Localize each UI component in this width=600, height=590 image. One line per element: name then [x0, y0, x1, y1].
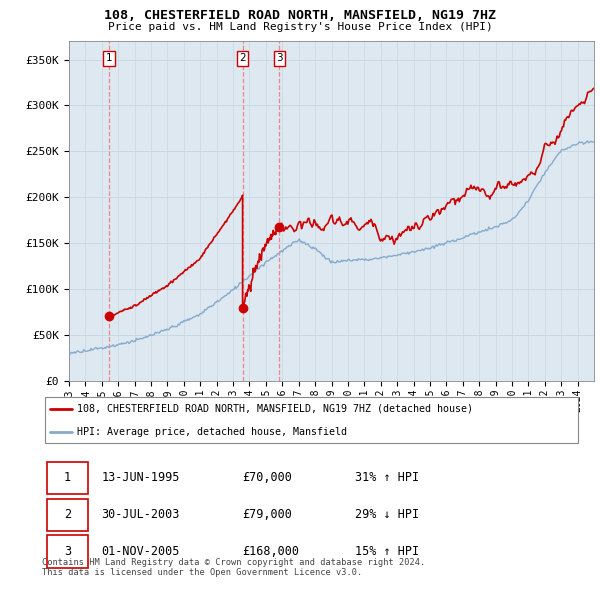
FancyBboxPatch shape [47, 499, 88, 531]
Text: 3: 3 [276, 53, 283, 63]
Text: 13-JUN-1995: 13-JUN-1995 [101, 471, 180, 484]
Text: 31% ↑ HPI: 31% ↑ HPI [355, 471, 419, 484]
Text: 3: 3 [64, 545, 71, 558]
Text: Price paid vs. HM Land Registry's House Price Index (HPI): Price paid vs. HM Land Registry's House … [107, 22, 493, 32]
Text: 2: 2 [64, 508, 71, 522]
Text: 108, CHESTERFIELD ROAD NORTH, MANSFIELD, NG19 7HZ (detached house): 108, CHESTERFIELD ROAD NORTH, MANSFIELD,… [77, 404, 473, 414]
FancyBboxPatch shape [47, 536, 88, 568]
Text: 108, CHESTERFIELD ROAD NORTH, MANSFIELD, NG19 7HZ: 108, CHESTERFIELD ROAD NORTH, MANSFIELD,… [104, 9, 496, 22]
FancyBboxPatch shape [47, 462, 88, 494]
Text: 01-NOV-2005: 01-NOV-2005 [101, 545, 180, 558]
Text: HPI: Average price, detached house, Mansfield: HPI: Average price, detached house, Mans… [77, 427, 347, 437]
Text: 15% ↑ HPI: 15% ↑ HPI [355, 545, 419, 558]
Text: 29% ↓ HPI: 29% ↓ HPI [355, 508, 419, 522]
Text: 1: 1 [106, 53, 113, 63]
Text: 30-JUL-2003: 30-JUL-2003 [101, 508, 180, 522]
Text: 1: 1 [64, 471, 71, 484]
Text: Contains HM Land Registry data © Crown copyright and database right 2024.
This d: Contains HM Land Registry data © Crown c… [42, 558, 425, 577]
Bar [69, 41, 109, 381]
Text: £70,000: £70,000 [242, 471, 292, 484]
Text: £168,000: £168,000 [242, 545, 299, 558]
Text: £79,000: £79,000 [242, 508, 292, 522]
Text: 2: 2 [239, 53, 246, 63]
FancyBboxPatch shape [45, 397, 578, 444]
